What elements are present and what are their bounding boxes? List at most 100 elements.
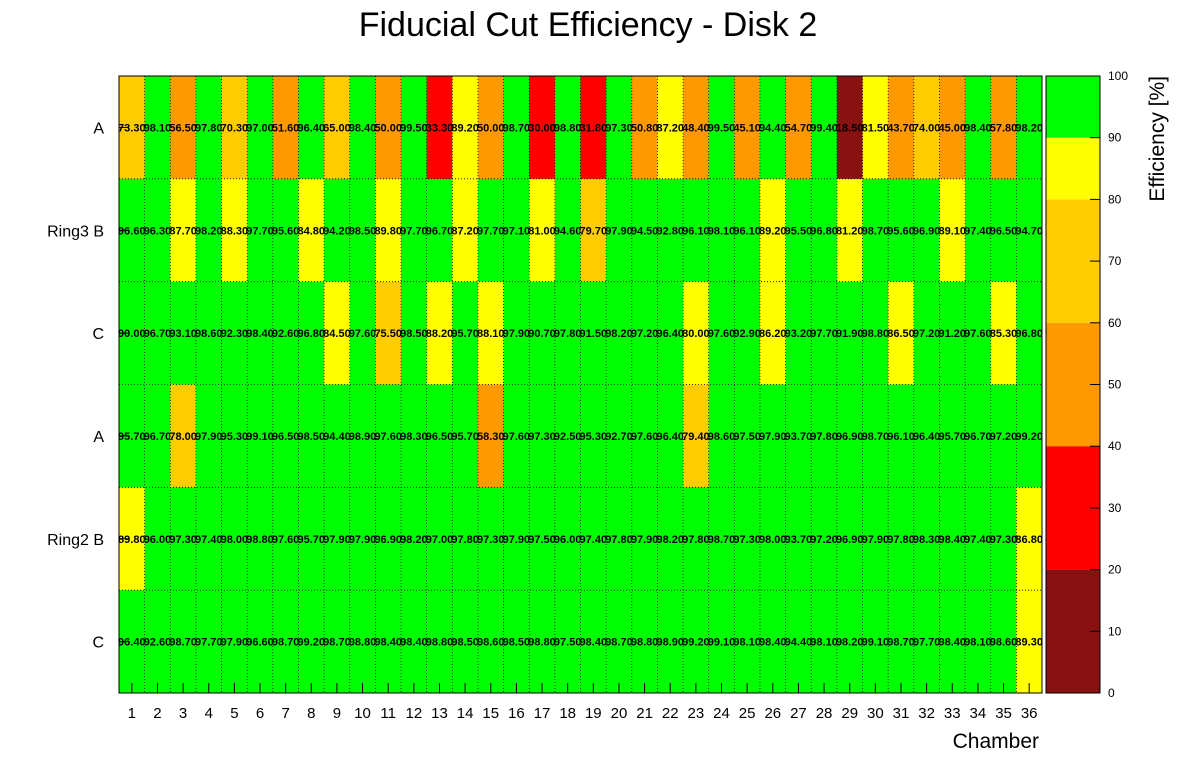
cell-value-label: 75.50 bbox=[374, 328, 402, 340]
heatmap-cell bbox=[426, 76, 453, 180]
heatmap-cell bbox=[195, 590, 222, 694]
heatmap-cell bbox=[375, 590, 402, 694]
heatmap-cell bbox=[631, 178, 658, 283]
cell-value-label: 94.70 bbox=[1015, 225, 1043, 237]
heatmap-cell bbox=[324, 76, 351, 180]
x-tick-label: 6 bbox=[256, 705, 264, 722]
heatmap-cell bbox=[913, 281, 940, 385]
heatmap-cell bbox=[247, 281, 274, 385]
cell-value-label: 98.50 bbox=[451, 637, 479, 649]
heatmap-cell bbox=[759, 590, 787, 694]
cell-value-label: 97.60 bbox=[631, 431, 659, 443]
cell-value-label: 97.10 bbox=[503, 225, 531, 237]
cell-value-label: 97.60 bbox=[964, 328, 992, 340]
heatmap-cell bbox=[657, 178, 684, 283]
cell-value-label: 98.70 bbox=[708, 534, 736, 546]
cell-value-label: 96.80 bbox=[810, 225, 838, 237]
heatmap-cell bbox=[247, 76, 274, 180]
cell-value-label: 96.60 bbox=[246, 637, 274, 649]
heatmap-cell bbox=[452, 76, 479, 180]
x-tick-label: 17 bbox=[534, 705, 551, 722]
cell-value-label: 81.50 bbox=[862, 122, 890, 134]
cell-value-label: 93.70 bbox=[785, 534, 813, 546]
cell-value-label: 92.70 bbox=[605, 431, 633, 443]
x-tick-label: 16 bbox=[508, 705, 525, 722]
cell-value-label: 98.40 bbox=[964, 122, 992, 134]
chart-title: Fiducial Cut Efficiency - Disk 2 bbox=[359, 6, 818, 44]
heatmap-cell bbox=[503, 178, 530, 283]
cell-value-label: 97.80 bbox=[605, 534, 633, 546]
color-scale-tick-label: 0 bbox=[1108, 686, 1115, 700]
heatmap-cell bbox=[785, 76, 812, 180]
heatmap-cell bbox=[477, 76, 504, 180]
cell-value-label: 97.80 bbox=[451, 534, 479, 546]
cell-value-label: 93.20 bbox=[785, 328, 813, 340]
heatmap-cell bbox=[965, 590, 992, 694]
y-tick-label: Ring2 B bbox=[47, 532, 104, 549]
cell-value-label: 92.60 bbox=[144, 637, 172, 649]
heatmap-cell bbox=[554, 76, 581, 180]
y-axis-tick-labels: A Ring3 B C A Ring2 B C bbox=[47, 120, 129, 652]
heatmap-cell bbox=[170, 487, 197, 591]
cell-value-label: 98.20 bbox=[1015, 122, 1043, 134]
cell-value-label: 50.00 bbox=[374, 122, 402, 134]
heatmap-cell bbox=[503, 281, 530, 385]
cell-value-label: 86.80 bbox=[1015, 534, 1043, 546]
cell-value-label: 97.60 bbox=[374, 431, 402, 443]
heatmap-cell bbox=[477, 590, 504, 694]
grid-lines bbox=[119, 76, 1042, 693]
cell-value-label: 99.50 bbox=[400, 122, 428, 134]
cell-value-label: 89.10 bbox=[938, 225, 966, 237]
heatmap-cell bbox=[170, 178, 197, 283]
heatmap-cell bbox=[811, 178, 838, 283]
heatmap-cell bbox=[503, 487, 530, 591]
heatmap-cell bbox=[195, 384, 222, 488]
cell-value-label: 86.50 bbox=[887, 328, 915, 340]
cell-value-label: 95.70 bbox=[451, 328, 479, 340]
heatmap-cell bbox=[529, 590, 556, 694]
cell-value-label: 97.70 bbox=[400, 225, 428, 237]
cell-value-label: 96.90 bbox=[836, 431, 864, 443]
heatmap-cell bbox=[965, 76, 992, 180]
heatmap-cell bbox=[836, 487, 863, 591]
cell-value-label: 97.90 bbox=[759, 431, 787, 443]
cell-value-label: 96.10 bbox=[682, 225, 710, 237]
x-tick-label: 20 bbox=[611, 705, 628, 722]
cell-value-label: 96.80 bbox=[298, 328, 326, 340]
heatmap-cell bbox=[170, 384, 197, 488]
heatmap-cell bbox=[554, 384, 581, 488]
heatmap-cell bbox=[708, 590, 735, 694]
cell-value-label: 89.80 bbox=[374, 225, 402, 237]
heatmap-cell bbox=[990, 384, 1017, 488]
heatmap-cell bbox=[657, 590, 684, 694]
heatmap-cell bbox=[401, 487, 428, 591]
heatmap-cell bbox=[785, 281, 812, 385]
cell-value-label: 97.30 bbox=[605, 122, 633, 134]
x-tick-label: 27 bbox=[790, 705, 807, 722]
cell-value-label: 96.00 bbox=[554, 534, 582, 546]
heatmap-cell bbox=[580, 487, 607, 591]
cell-value-label: 93.10 bbox=[169, 328, 197, 340]
heatmap-cell bbox=[811, 384, 838, 488]
heatmap-cell bbox=[247, 487, 274, 591]
heatmap-cell bbox=[606, 590, 633, 694]
heatmap-cell bbox=[708, 384, 735, 488]
cell-value-label: 98.50 bbox=[298, 431, 326, 443]
cell-value-label: 79.40 bbox=[682, 431, 710, 443]
cell-value-label: 95.70 bbox=[298, 534, 326, 546]
heatmap-cell bbox=[965, 178, 992, 283]
cell-value-label: 98.40 bbox=[400, 637, 428, 649]
cell-value-label: 98.50 bbox=[503, 637, 531, 649]
cell-value-label: 97.00 bbox=[426, 534, 454, 546]
cell-value-label: 96.70 bbox=[964, 431, 992, 443]
heatmap-cell bbox=[221, 590, 248, 694]
heatmap-cell bbox=[195, 487, 222, 591]
heatmap-cell bbox=[401, 76, 428, 180]
cell-value-label: 97.20 bbox=[810, 534, 838, 546]
heatmap-cell bbox=[580, 76, 607, 180]
heatmap-cell bbox=[683, 590, 710, 694]
heatmap-cell bbox=[990, 281, 1017, 385]
heatmap-cell bbox=[708, 281, 735, 385]
heatmap-cell bbox=[913, 76, 940, 180]
heatmap-cell bbox=[734, 178, 761, 283]
